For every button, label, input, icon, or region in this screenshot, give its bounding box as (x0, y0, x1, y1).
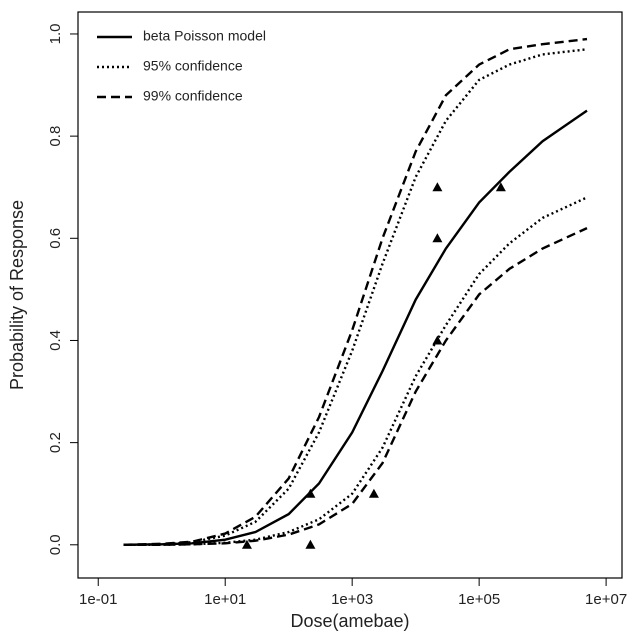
y-tick-label: 1.0 (47, 24, 64, 45)
x-tick-label: 1e+05 (458, 591, 500, 608)
y-tick-label: 0.4 (47, 330, 64, 351)
legend-label: beta Poisson model (143, 28, 266, 44)
data-point (305, 539, 316, 549)
y-tick-label: 0.2 (47, 432, 64, 453)
line-series (123, 196, 588, 546)
data-point (368, 488, 379, 498)
y-tick-label: 0.6 (47, 228, 64, 249)
legend-label: 95% confidence (143, 58, 243, 74)
y-tick-label: 0.0 (47, 534, 64, 555)
data-point (432, 233, 443, 243)
data-point (241, 539, 252, 549)
x-axis-title: Dose(amebae) (290, 611, 409, 631)
plot-frame (77, 11, 623, 579)
data-point (432, 182, 443, 192)
y-tick-label: 0.8 (47, 126, 64, 147)
data-point (495, 182, 506, 192)
legend-label: 99% confidence (143, 88, 243, 104)
data-point (432, 335, 443, 345)
x-tick-label: 1e+07 (585, 591, 627, 608)
line-series (123, 48, 588, 546)
y-axis-title: Probability of Response (7, 200, 27, 390)
x-tick-label: 1e-01 (79, 591, 117, 608)
x-tick-label: 1e+03 (331, 591, 373, 608)
line-series (123, 227, 588, 546)
data-point (305, 488, 316, 498)
x-tick-label: 1e+01 (204, 591, 246, 608)
line-series (123, 37, 588, 546)
line-series (123, 109, 588, 546)
